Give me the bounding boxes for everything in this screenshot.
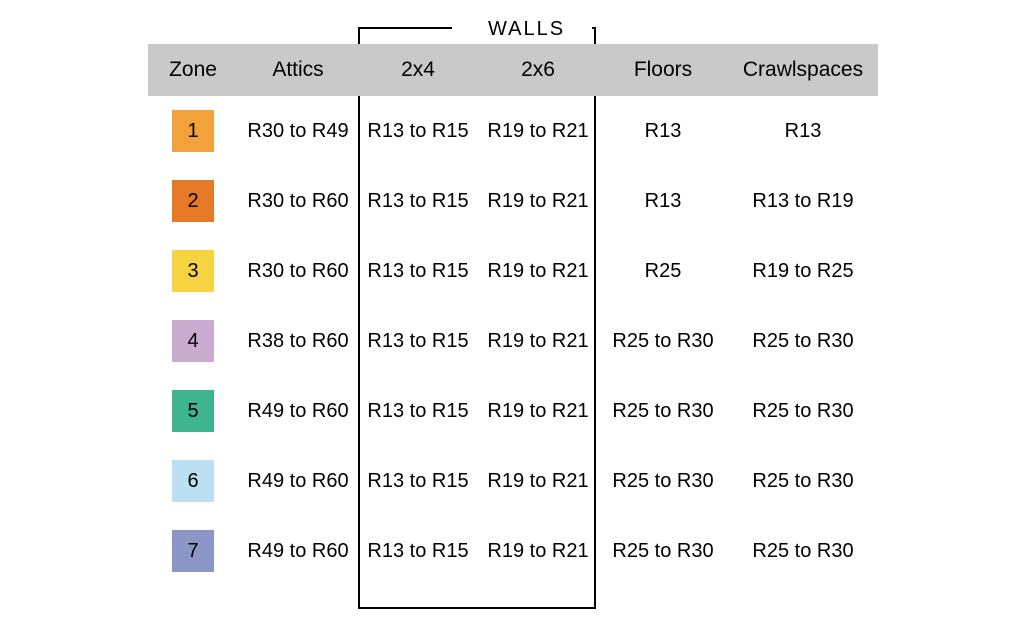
cell-crawlspaces: R25 to R30 [728,330,878,353]
cell-floors: R25 to R30 [598,470,728,493]
cell-2x6: R19 to R21 [478,540,598,563]
table-row: 3 R30 to R60R13 to R15R19 to R21R25R19 to… [148,236,878,306]
header-attics: Attics [238,58,358,82]
cell-2x4: R13 to R15 [358,330,478,353]
zone-cell: 2 [148,180,238,222]
zone-swatch: 3 [172,250,214,292]
cell-2x6: R19 to R21 [478,260,598,283]
table-row: 4R38 to R60R13 to R15R19 to R21R25 to R3… [148,306,878,376]
cell-floors: R25 to R30 [598,400,728,423]
cell-crawlspaces: R25 to R30 [728,400,878,423]
cell-floors: R25 to R30 [598,330,728,353]
cell-2x6: R19 to R21 [478,400,598,423]
cell-2x4: R13 to R15 [358,120,478,143]
cell-2x4: R13 to R15 [358,540,478,563]
cell-attics: R49 to R60 [238,470,358,493]
zone-cell: 6 [148,460,238,502]
zone-cell: 7 [148,530,238,572]
cell-crawlspaces: R13 [728,120,878,143]
cell-crawlspaces: R19 to R25 [728,260,878,283]
zone-swatch: 6 [172,460,214,502]
cell-2x4: R13 to R15 [358,260,478,283]
cell-2x4: R13 to R15 [358,470,478,493]
cell-floors: R13 [598,120,728,143]
zone-cell: 5 [148,390,238,432]
cell-2x4: R13 to R15 [358,400,478,423]
cell-crawlspaces: R13 to R19 [728,190,878,213]
zone-cell: 4 [148,320,238,362]
zone-cell: 1 [148,110,238,152]
cell-attics: R49 to R60 [238,540,358,563]
zone-swatch: 2 [172,180,214,222]
table-row: 6R49 to R60R13 to R15R19 to R21R25 to R3… [148,446,878,516]
cell-crawlspaces: R25 to R30 [728,470,878,493]
walls-group-label: WALLS [488,18,565,41]
zone-swatch: 1 [172,110,214,152]
table-row: 1R30 to R49R13 to R15R19 to R21R13R13 [148,96,878,166]
header-2x4: 2x4 [358,58,478,82]
cell-2x6: R19 to R21 [478,120,598,143]
table-header-row: Zone Attics 2x4 2x6 Floors Crawlspaces [148,44,878,96]
cell-floors: R13 [598,190,728,213]
table-row: 7R49 to R60R13 to R15R19 to R21R25 to R3… [148,516,878,586]
cell-attics: R30 to R60 [238,190,358,213]
insulation-table: Zone Attics 2x4 2x6 Floors Crawlspaces 1… [148,44,878,586]
cell-floors: R25 [598,260,728,283]
cell-crawlspaces: R25 to R30 [728,540,878,563]
table-row: 5R49 to R60R13 to R15R19 to R21R25 to R3… [148,376,878,446]
cell-2x6: R19 to R21 [478,470,598,493]
zone-cell: 3 [148,250,238,292]
header-crawlspaces: Crawlspaces [728,58,878,82]
cell-attics: R30 to R60 [238,260,358,283]
zone-swatch: 5 [172,390,214,432]
header-floors: Floors [598,58,728,82]
header-zone: Zone [148,58,238,82]
cell-attics: R38 to R60 [238,330,358,353]
zone-swatch: 4 [172,320,214,362]
cell-2x4: R13 to R15 [358,190,478,213]
cell-2x6: R19 to R21 [478,330,598,353]
table-body: 1R30 to R49R13 to R15R19 to R21R13R132R3… [148,96,878,586]
zone-swatch: 7 [172,530,214,572]
cell-floors: R25 to R30 [598,540,728,563]
cell-attics: R49 to R60 [238,400,358,423]
cell-attics: R30 to R49 [238,120,358,143]
header-2x6: 2x6 [478,58,598,82]
table-row: 2 R30 to R60R13 to R15R19 to R21R13R13 to… [148,166,878,236]
cell-2x6: R19 to R21 [478,190,598,213]
